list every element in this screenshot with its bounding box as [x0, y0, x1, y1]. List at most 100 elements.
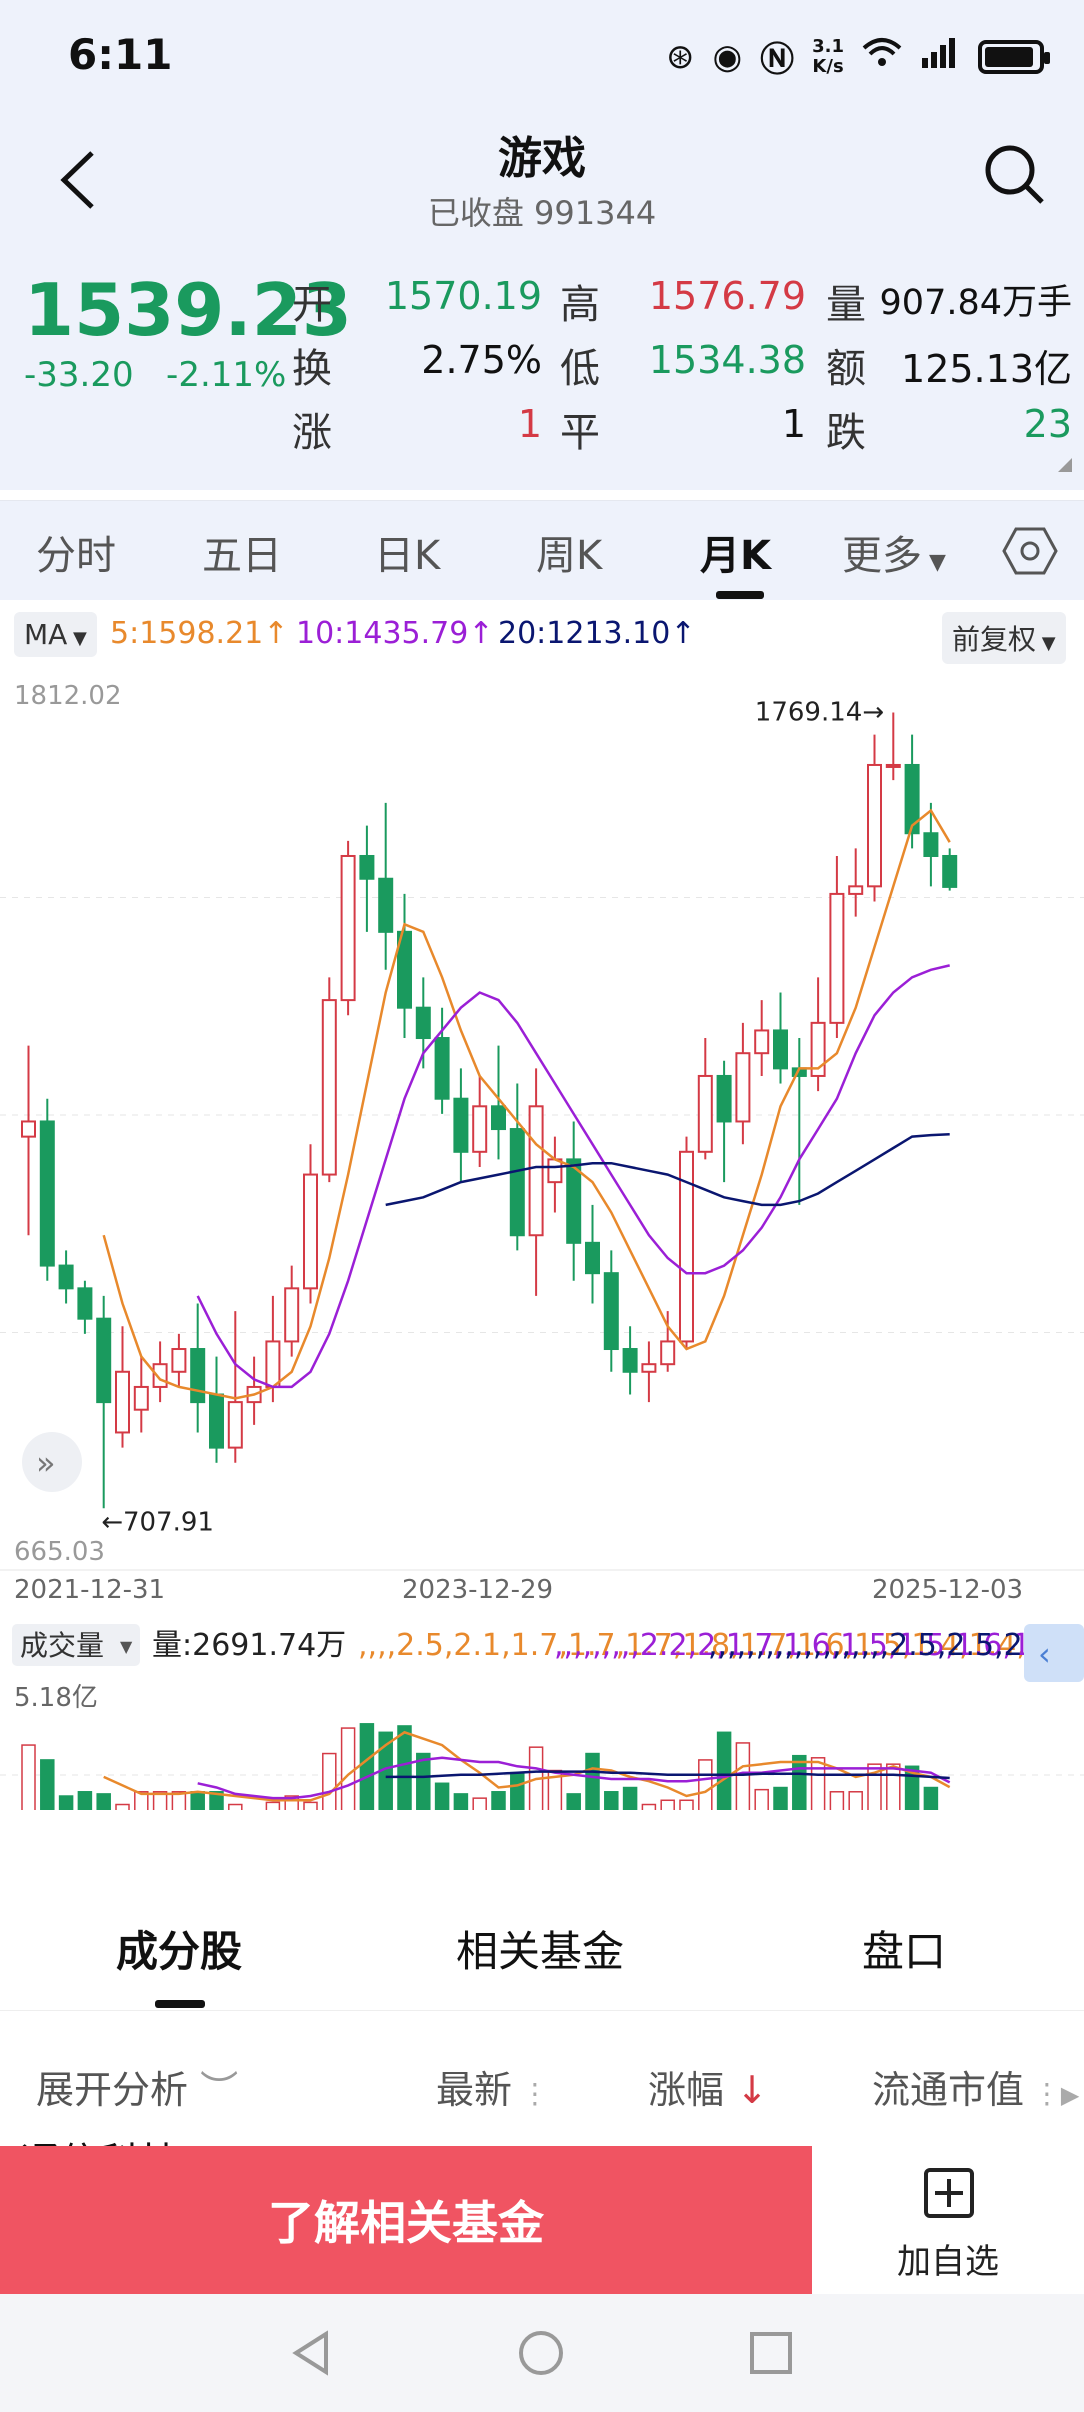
- ma10-value: 10:1435.79↑: [296, 616, 494, 651]
- volume-bar: [209, 1791, 224, 1810]
- back-triangle-icon[interactable]: [286, 2328, 336, 2378]
- volume-bar: [754, 1788, 769, 1810]
- volume-value: 907.84万手: [879, 283, 1072, 323]
- candle: [585, 1241, 600, 1275]
- candle: [697, 1074, 713, 1153]
- volume-bar: [96, 1793, 111, 1810]
- volume-bar: [679, 1799, 694, 1810]
- volume-bar: [810, 1757, 826, 1810]
- tab-weekly-k[interactable]: 周K: [536, 533, 603, 579]
- volume-bar: [735, 1742, 751, 1810]
- candle: [716, 1074, 732, 1123]
- vol-ma20: ,,,,,,,,,,,,,,,,,,,2.5,2.5,2.5,2.55,2.6,…: [708, 1628, 1084, 1663]
- volume-bar: [585, 1752, 600, 1810]
- candle: [867, 763, 882, 888]
- home-circle-icon[interactable]: [516, 2328, 566, 2378]
- price-change: -33.20 -2.11%: [24, 355, 287, 395]
- volume-bar: [322, 1752, 337, 1810]
- tab-related-funds[interactable]: 相关基金: [456, 1927, 625, 1976]
- candle: [603, 1272, 619, 1351]
- plus-square-icon: [924, 2168, 974, 2218]
- header: 游戏 已收盘 991344: [0, 110, 1084, 240]
- adjust-selector[interactable]: 前复权 ▼: [942, 612, 1066, 664]
- index-subtitle: 已收盘 991344: [427, 194, 657, 232]
- volume-current: 量:2691.74万: [152, 1628, 346, 1663]
- volume-bar: [115, 1803, 130, 1810]
- volume-bar: [566, 1793, 581, 1810]
- expand-left-button: [22, 1432, 82, 1492]
- back-button[interactable]: [50, 145, 110, 215]
- candle: [340, 854, 356, 1002]
- candle: [810, 1021, 826, 1077]
- candle: [209, 1393, 224, 1449]
- tab-intraday[interactable]: 分时: [36, 533, 116, 579]
- signal-icon: [920, 36, 960, 77]
- kline-chart[interactable]: 1812.02 665.03 1769.14→ ←707.91 2021-12-…: [0, 670, 1084, 1810]
- volume-bar: [40, 1759, 55, 1810]
- add-watchlist-button[interactable]: 加自选: [812, 2146, 1084, 2294]
- volume-bar: [21, 1744, 36, 1810]
- volume-bar: [359, 1723, 375, 1810]
- candle: [21, 1120, 36, 1138]
- volume-y-top: 5.18亿: [14, 1683, 98, 1713]
- sort-market-cap[interactable]: 流通市值 ⋮▶: [872, 2068, 1080, 2112]
- volume-bar: [228, 1803, 243, 1810]
- candle: [679, 1150, 694, 1343]
- recents-square-icon[interactable]: [746, 2328, 796, 2378]
- volume-bar: [641, 1803, 657, 1810]
- volume-bar: [303, 1801, 318, 1810]
- volume-bar: [171, 1791, 187, 1810]
- volume-bar: [265, 1801, 281, 1810]
- tab-constituents[interactable]: 成分股: [116, 1927, 243, 1976]
- candle: [641, 1363, 657, 1373]
- volume-bar: [698, 1759, 713, 1810]
- volume-bar: [416, 1752, 431, 1810]
- volume-selector: [12, 1624, 140, 1666]
- battery-icon: [978, 39, 1050, 74]
- caret-down-icon: ▼: [120, 1637, 133, 1656]
- page-title: 游戏: [498, 133, 586, 184]
- ma-indicator-bar: MA ▼ 5:1598.21↑ 10:1435.79↑ 20:1213.10↑ …: [0, 600, 1084, 670]
- candle: [434, 1037, 450, 1100]
- fall-label: 跌: [826, 410, 866, 456]
- learn-funds-button[interactable]: 了解相关基金: [0, 2146, 812, 2294]
- last-price: 1539.23: [24, 268, 352, 352]
- tab-monthly-k[interactable]: 月K: [700, 533, 771, 579]
- candle: [923, 832, 939, 857]
- candle: [453, 1097, 469, 1153]
- volume-bar: [340, 1727, 356, 1810]
- expand-corner-icon[interactable]: [1058, 458, 1072, 472]
- x-label-end: 2025-12-03: [872, 1575, 1023, 1605]
- volume-bar: [848, 1791, 863, 1810]
- volume-bar: [716, 1731, 732, 1810]
- candle: [397, 930, 412, 1009]
- double-chevron-right-icon: »: [36, 1444, 56, 1482]
- ma-selector[interactable]: MA ▼: [14, 612, 97, 657]
- volume-bar: [792, 1754, 807, 1810]
- volume-ma-lines: [103, 1730, 951, 1802]
- sort-latest[interactable]: 最新 ⋮: [436, 2068, 549, 2112]
- sort-change[interactable]: 涨幅 ↓: [648, 2068, 768, 2112]
- x-label-mid: 2023-12-29: [402, 1575, 553, 1605]
- ma20-line: [385, 1133, 950, 1207]
- candles: [21, 712, 958, 1509]
- search-button[interactable]: [980, 140, 1050, 210]
- x-label-start: 2021-12-31: [14, 1575, 165, 1605]
- hexagon-settings-icon: [1002, 527, 1058, 575]
- candle: [96, 1317, 112, 1404]
- tab-more[interactable]: 更多 ▼: [842, 533, 946, 579]
- list-header: 展开分析 ︶ 最新 ⋮ 涨幅 ↓ 流通市值 ⋮▶: [0, 2010, 1084, 2150]
- flat-count: 1: [781, 402, 806, 446]
- volume-bar: [190, 1791, 205, 1810]
- tab-daily-k[interactable]: 日K: [374, 533, 441, 579]
- eye-icon: ◉: [712, 36, 743, 77]
- eye-closed-icon: ︶: [200, 2068, 239, 2112]
- candle: [773, 1029, 788, 1070]
- candle: [735, 1052, 751, 1123]
- tab-order-book[interactable]: 盘口: [862, 1927, 947, 1976]
- settings-button[interactable]: [1002, 523, 1058, 583]
- expand-analysis-button[interactable]: 展开分析 ︶: [36, 2068, 239, 2112]
- rise-count: 1: [517, 402, 542, 446]
- tab-five-day[interactable]: 五日: [202, 533, 282, 579]
- chevron-left-icon: ‹: [1038, 1635, 1051, 1673]
